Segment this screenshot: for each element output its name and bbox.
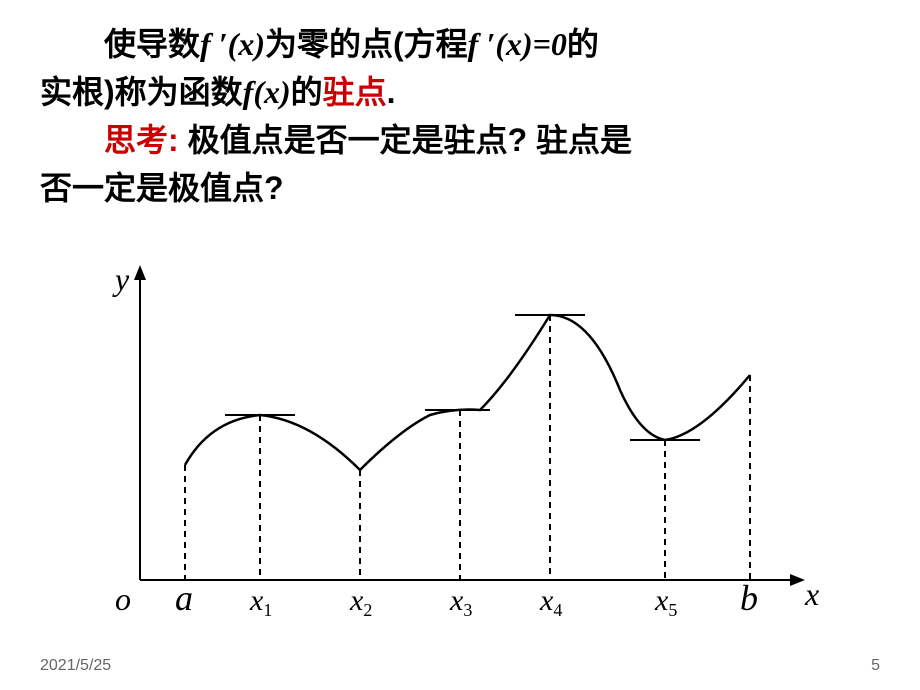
question-label: 思考: (104, 122, 179, 158)
tick-label-a: a (175, 578, 193, 618)
question-line-2: 否一定是极值点? (40, 164, 880, 212)
tick-label-b: b (740, 578, 758, 618)
text-segment: 实根)称为函数 (40, 74, 243, 110)
slide-text: 使导数f ′(x)为零的点(方程f ′(x)=0的 实根)称为函数f(x)的驻点… (0, 0, 920, 222)
dashed-lines-group (185, 315, 750, 580)
highlight-term: 驻点 (323, 74, 387, 110)
text-segment: 否一定是极值点? (40, 170, 284, 206)
function-curve (185, 315, 750, 470)
definition-line-2: 实根)称为函数f(x)的驻点. (40, 68, 880, 116)
text-segment: 使导数 (104, 26, 200, 62)
text-segment: 的 (567, 26, 599, 62)
tick-labels-group: o a x1 x2 x3 x4 x5 b (115, 578, 758, 620)
math-fx: (x) (253, 74, 290, 110)
tick-label-x3: x3 (449, 584, 472, 620)
math-fprime: f ′ (468, 26, 496, 62)
math-x: (x) (228, 26, 265, 62)
text-segment: 为零的点(方程 (265, 26, 468, 62)
math-x: (x) (495, 26, 532, 62)
function-graph: y x o a x1 x2 x3 x4 x5 b (60, 260, 840, 640)
x-axis-arrow (790, 574, 805, 586)
tick-label-x4: x4 (539, 584, 562, 620)
tick-label-x5: x5 (654, 584, 677, 620)
x-axis-label: x (804, 576, 819, 612)
math-eq: =0 (533, 26, 567, 62)
footer-date: 2021/5/25 (40, 657, 111, 675)
text-segment: 极值点是否一定是驻点? 驻点是 (179, 122, 632, 158)
question-line-1: 思考: 极值点是否一定是驻点? 驻点是 (40, 116, 880, 164)
math-f: f (243, 74, 254, 110)
tick-label-origin: o (115, 581, 131, 617)
graph-svg: y x o a x1 x2 x3 x4 x5 b (60, 260, 840, 640)
y-axis-arrow (134, 265, 146, 280)
y-axis-label: y (112, 261, 130, 297)
math-fprime: f ′ (200, 26, 228, 62)
definition-line-1: 使导数f ′(x)为零的点(方程f ′(x)=0的 (40, 20, 880, 68)
footer-page-number: 5 (871, 657, 880, 675)
text-segment: . (387, 74, 396, 110)
tangent-lines-group (225, 315, 700, 440)
tick-label-x2: x2 (349, 584, 372, 620)
tick-label-x1: x1 (249, 584, 272, 620)
text-segment: 的 (291, 74, 323, 110)
